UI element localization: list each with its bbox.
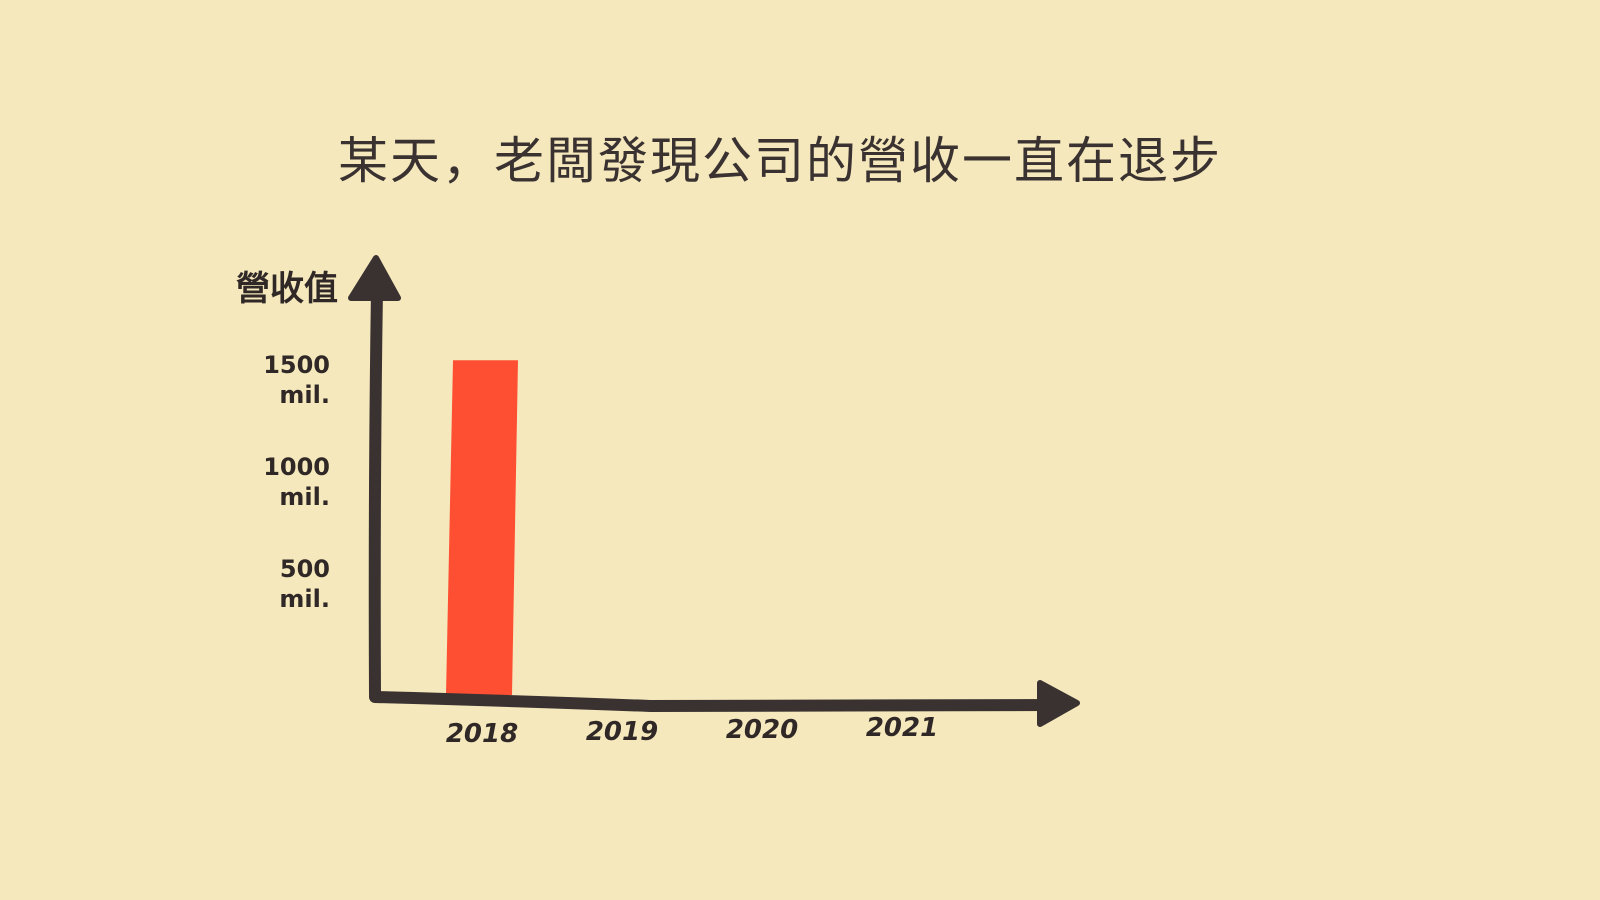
x-axis-line bbox=[369, 691, 1061, 713]
y-tick-label: 500 bbox=[280, 555, 330, 583]
bar-2018 bbox=[446, 360, 518, 695]
y-tick-unit: mil. bbox=[279, 585, 330, 613]
y-axis-line bbox=[368, 284, 383, 701]
y-axis-label: 營收值 bbox=[236, 269, 338, 309]
x-tick-label-2021: 2021 bbox=[866, 713, 938, 743]
y-axis-arrowhead bbox=[348, 255, 401, 301]
chart-title: 某天，老闆發現公司的營收一直在退步 bbox=[338, 132, 1222, 190]
x-tick-label-2019: 2019 bbox=[586, 717, 658, 747]
x-tick-label-2018: 2018 bbox=[446, 719, 518, 749]
y-tick-label: 1000 bbox=[263, 453, 330, 481]
y-tick-unit: mil. bbox=[279, 483, 330, 511]
x-tick-label-2020: 2020 bbox=[726, 715, 798, 745]
y-tick-label: 1500 bbox=[263, 351, 330, 379]
x-axis-arrowhead bbox=[1037, 680, 1080, 727]
y-tick-unit: mil. bbox=[279, 381, 330, 409]
